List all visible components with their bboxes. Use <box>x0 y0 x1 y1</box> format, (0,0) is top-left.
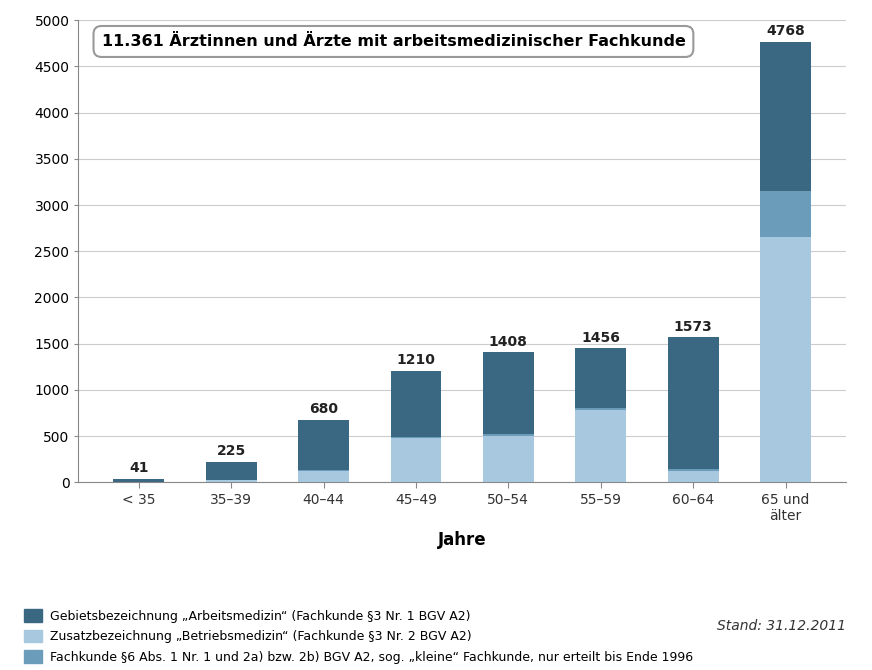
Bar <box>760 42 811 191</box>
Text: 1456: 1456 <box>582 330 620 344</box>
Bar <box>113 478 164 482</box>
Bar <box>298 419 349 470</box>
Bar <box>298 471 349 482</box>
Bar <box>298 470 349 471</box>
Text: 41: 41 <box>129 462 148 476</box>
Bar <box>576 410 626 482</box>
Text: 1573: 1573 <box>674 320 712 334</box>
Bar <box>391 438 441 482</box>
Text: 1408: 1408 <box>489 335 528 349</box>
Text: 11.361 Ärztinnen und Ärzte mit arbeitsmedizinischer Fachkunde: 11.361 Ärztinnen und Ärzte mit arbeitsme… <box>101 34 685 49</box>
Bar <box>668 470 719 471</box>
Bar <box>206 480 256 482</box>
Bar <box>760 237 811 482</box>
Bar <box>206 462 256 480</box>
Text: 680: 680 <box>309 402 338 416</box>
Bar <box>483 436 534 482</box>
Bar <box>483 352 534 434</box>
Bar <box>576 407 626 410</box>
Bar <box>483 434 534 436</box>
Text: 1210: 1210 <box>397 353 435 367</box>
Bar <box>391 437 441 438</box>
Bar <box>391 371 441 437</box>
Bar <box>668 471 719 482</box>
Text: 4768: 4768 <box>766 24 805 38</box>
X-axis label: Jahre: Jahre <box>438 531 487 549</box>
Bar <box>576 348 626 407</box>
Bar <box>760 191 811 237</box>
Bar <box>668 337 719 470</box>
Legend: Gebietsbezeichnung „Arbeitsmedizin“ (Fachkunde §3 Nr. 1 BGV A2), Zusatzbezeichnu: Gebietsbezeichnung „Arbeitsmedizin“ (Fac… <box>24 609 693 664</box>
Text: 225: 225 <box>216 444 246 458</box>
Text: Stand: 31.12.2011: Stand: 31.12.2011 <box>717 619 846 633</box>
